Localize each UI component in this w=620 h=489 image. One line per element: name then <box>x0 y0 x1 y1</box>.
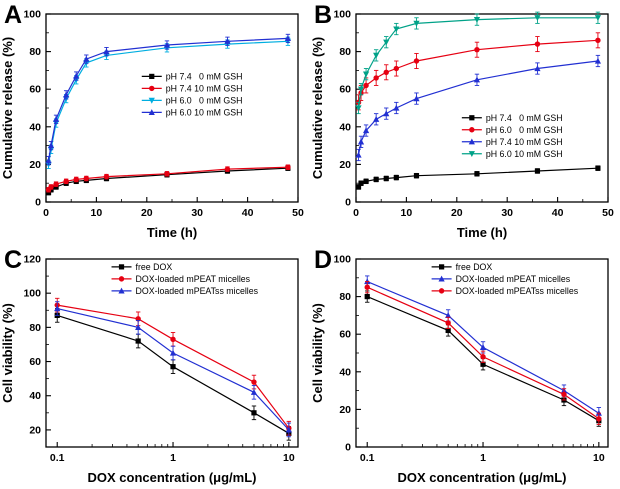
svg-text:pH 7.4 10 mM GSH: pH 7.4 10 mM GSH <box>166 83 243 93</box>
panel-a: A 0 10 20 30 40 50 0 20 40 60 80 100 Time (h) Cumulat… <box>0 0 310 244</box>
svg-text:free DOX: free DOX <box>136 262 173 272</box>
svg-text:40: 40 <box>339 121 351 133</box>
panel-b: B 0 10 20 30 40 50 0 20 40 60 80 100 Time (h) Cumulat… <box>310 0 620 244</box>
svg-text:DOX-loaded mPEAT micelles: DOX-loaded mPEAT micelles <box>456 274 571 284</box>
panel-c-letter: C <box>4 246 23 274</box>
chart-cumulative-release-b: 0 10 20 30 40 50 0 20 40 60 80 100 Time (h) Cumulativ… <box>310 9 614 241</box>
svg-text:0: 0 <box>35 197 41 209</box>
svg-text:100: 100 <box>333 9 351 21</box>
panel-b-letter: B <box>314 1 333 29</box>
svg-text:20: 20 <box>451 207 463 219</box>
svg-text:pH 6.0 10 mM GSH: pH 6.0 10 mM GSH <box>486 149 563 159</box>
svg-text:20: 20 <box>141 207 153 219</box>
svg-text:free DOX: free DOX <box>456 262 493 272</box>
svg-text:60: 60 <box>339 84 351 96</box>
svg-text:20: 20 <box>339 404 351 416</box>
svg-text:40: 40 <box>552 207 564 219</box>
svg-text:50: 50 <box>602 207 614 219</box>
svg-text:0: 0 <box>353 207 359 219</box>
svg-text:DOX-loaded mPEAT micelles: DOX-loaded mPEAT micelles <box>136 274 251 284</box>
svg-text:30: 30 <box>191 207 203 219</box>
svg-text:80: 80 <box>339 291 351 303</box>
panel-a-letter: A <box>4 1 23 29</box>
svg-text:0: 0 <box>345 197 351 209</box>
svg-text:pH 7.4 0 mM GSH: pH 7.4 0 mM GSH <box>486 113 563 123</box>
panel-c: C 0.1 1 10 20 40 60 80 100 120 DOX concentration … <box>0 245 310 489</box>
svg-text:40: 40 <box>29 121 41 133</box>
svg-text:Time (h): Time (h) <box>147 225 197 240</box>
svg-text:20: 20 <box>339 159 351 171</box>
svg-text:100: 100 <box>23 9 41 21</box>
svg-text:pH 7.4 10 mM GSH: pH 7.4 10 mM GSH <box>486 137 563 147</box>
svg-text:1: 1 <box>170 452 176 464</box>
svg-text:40: 40 <box>242 207 254 219</box>
chart-cell-viability-c: 0.1 1 10 20 40 60 80 100 120 DOX concentration (μ… <box>0 254 299 485</box>
svg-text:DOX concentration (μg/mL): DOX concentration (μg/mL) <box>87 470 256 485</box>
svg-text:60: 60 <box>29 356 41 368</box>
svg-text:20: 20 <box>29 424 41 436</box>
svg-text:10: 10 <box>593 452 605 464</box>
svg-text:10: 10 <box>401 207 413 219</box>
panel-d-letter: D <box>314 246 333 274</box>
svg-text:20: 20 <box>29 159 41 171</box>
svg-text:Cell viability (%): Cell viability (%) <box>310 303 325 403</box>
svg-text:50: 50 <box>292 207 304 219</box>
panel-d: D 0.1 1 10 0 20 40 60 80 100 DOX concentration (μ… <box>310 245 620 489</box>
svg-text:DOX-loaded mPEATss micelles: DOX-loaded mPEATss micelles <box>456 286 579 296</box>
svg-text:pH 6.0 0 mM GSH: pH 6.0 0 mM GSH <box>486 125 563 135</box>
svg-text:1: 1 <box>480 452 486 464</box>
svg-text:DOX-loaded mPEATss micelles: DOX-loaded mPEATss micelles <box>136 286 259 296</box>
svg-text:30: 30 <box>501 207 513 219</box>
svg-text:pH 7.4 0 mM GSH: pH 7.4 0 mM GSH <box>166 71 243 81</box>
chart-cumulative-release-a: 0 10 20 30 40 50 0 20 40 60 80 100 Time (h) Cumulativ… <box>0 9 304 241</box>
svg-text:80: 80 <box>339 46 351 58</box>
svg-text:80: 80 <box>29 322 41 334</box>
svg-text:40: 40 <box>339 366 351 378</box>
svg-text:pH 6.0 0 mM GSH: pH 6.0 0 mM GSH <box>166 95 243 105</box>
svg-text:10: 10 <box>283 452 295 464</box>
svg-text:0.1: 0.1 <box>360 452 375 464</box>
svg-text:100: 100 <box>333 254 351 266</box>
svg-text:40: 40 <box>29 390 41 402</box>
svg-text:10: 10 <box>91 207 103 219</box>
svg-text:60: 60 <box>29 84 41 96</box>
svg-text:Cumulative release (%): Cumulative release (%) <box>310 37 325 179</box>
svg-text:0: 0 <box>345 442 351 454</box>
svg-text:80: 80 <box>29 46 41 58</box>
svg-text:pH 6.0 10 mM GSH: pH 6.0 10 mM GSH <box>166 107 243 117</box>
svg-text:Time (h): Time (h) <box>457 225 507 240</box>
svg-text:60: 60 <box>339 329 351 341</box>
svg-text:Cell viability (%): Cell viability (%) <box>0 303 15 403</box>
svg-text:0.1: 0.1 <box>50 452 65 464</box>
svg-text:Cumulative release (%): Cumulative release (%) <box>0 37 15 179</box>
svg-text:0: 0 <box>43 207 49 219</box>
svg-text:DOX concentration (μg/mL): DOX concentration (μg/mL) <box>397 470 566 485</box>
svg-text:100: 100 <box>23 288 41 300</box>
svg-text:120: 120 <box>23 254 41 266</box>
